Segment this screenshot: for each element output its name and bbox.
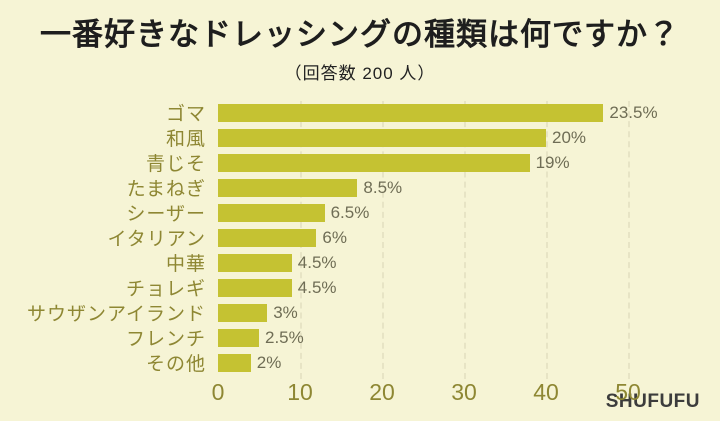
bar bbox=[218, 353, 251, 372]
bar-row: 和風 20% bbox=[0, 125, 720, 151]
bar-row: たまねぎ 8.5% bbox=[0, 175, 720, 201]
bar-row: ゴマ 23.5% bbox=[0, 100, 720, 126]
bar-row: 青じそ 19% bbox=[0, 150, 720, 176]
gridline bbox=[464, 101, 466, 379]
x-axis-tick: 10 bbox=[287, 379, 313, 405]
value-label: 6% bbox=[322, 227, 347, 247]
bar-row: シーザー 6.5% bbox=[0, 200, 720, 226]
bar bbox=[218, 153, 530, 172]
value-label: 19% bbox=[535, 152, 570, 172]
gridline bbox=[382, 101, 384, 379]
bar bbox=[218, 328, 259, 347]
bar bbox=[218, 253, 292, 272]
category-label: シーザー bbox=[126, 204, 206, 225]
category-label: イタリアン bbox=[107, 229, 206, 250]
x-axis-tick: 20 bbox=[369, 379, 395, 405]
x-axis: 0 10 20 30 40 50 bbox=[212, 379, 720, 407]
value-label: 4.5% bbox=[297, 277, 337, 297]
bar bbox=[218, 128, 546, 147]
value-label: 20% bbox=[552, 127, 587, 147]
value-label: 4.5% bbox=[297, 252, 337, 272]
bar-row: 中華 4.5% bbox=[0, 250, 720, 276]
category-label: 中華 bbox=[165, 254, 206, 275]
bar-row: チョレギ 4.5% bbox=[0, 275, 720, 301]
bar-chart: ゴマ 23.5% 和風 20% 青じそ 19% たまねぎ 8.5% シーザー bbox=[0, 100, 720, 407]
bar bbox=[218, 278, 292, 297]
bar bbox=[218, 178, 358, 197]
chart-subtitle: （回答数 200 人） bbox=[284, 64, 436, 83]
bar bbox=[218, 103, 604, 122]
category-label: チョレギ bbox=[125, 279, 206, 300]
gridline bbox=[546, 101, 548, 379]
x-axis-tick: 30 bbox=[451, 379, 477, 405]
bar bbox=[218, 303, 268, 322]
value-label: 3% bbox=[273, 302, 298, 322]
brand-logo: SHUFUFU bbox=[605, 391, 700, 412]
bar-row: イタリアン 6% bbox=[0, 225, 720, 251]
category-label: たまねぎ bbox=[126, 179, 206, 200]
bar-rows: ゴマ 23.5% 和風 20% 青じそ 19% たまねぎ 8.5% シーザー bbox=[0, 100, 720, 376]
value-label: 8.5% bbox=[363, 177, 403, 197]
chart-title: 一番好きなドレッシングの種類は何ですか？ bbox=[40, 17, 680, 52]
category-label: その他 bbox=[145, 354, 206, 375]
bar-row: フレンチ 2.5% bbox=[0, 325, 720, 351]
category-label: フレンチ bbox=[125, 329, 206, 350]
bar-row: その他 2% bbox=[0, 350, 720, 376]
value-label: 6.5% bbox=[330, 202, 370, 222]
x-axis-tick: 50 bbox=[615, 379, 641, 405]
bar bbox=[218, 228, 317, 247]
gridline bbox=[628, 101, 630, 379]
bar-row: サウザンアイランド 3% bbox=[0, 300, 720, 326]
category-label: サウザンアイランド bbox=[26, 304, 206, 325]
value-label: 23.5% bbox=[609, 102, 658, 122]
category-label: 青じそ bbox=[145, 154, 206, 175]
category-label: 和風 bbox=[165, 129, 206, 150]
x-axis-tick: 0 bbox=[211, 379, 225, 405]
bar bbox=[218, 203, 325, 222]
x-axis-tick: 40 bbox=[533, 379, 559, 405]
value-label: 2.5% bbox=[265, 327, 304, 347]
category-label: ゴマ bbox=[165, 104, 206, 125]
value-label: 2% bbox=[256, 352, 282, 372]
